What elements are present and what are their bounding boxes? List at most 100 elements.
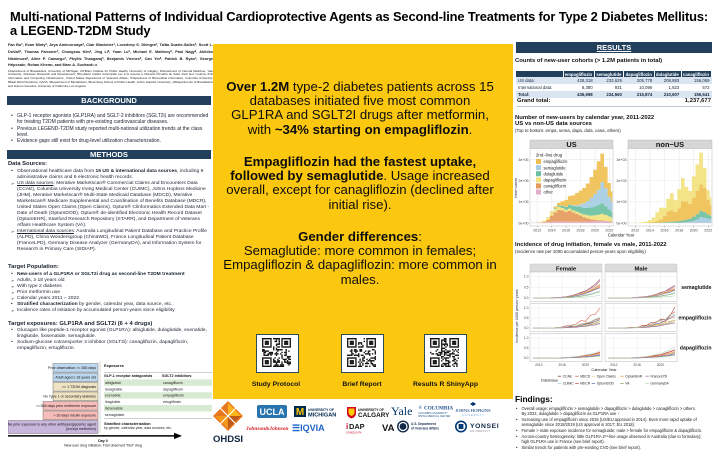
svg-text:2016: 2016 <box>661 229 669 233</box>
svg-text:2nd−line drug: 2nd−line drug <box>536 153 563 158</box>
svg-text:of Veterans Affairs: of Veterans Affairs <box>411 427 439 431</box>
svg-text:2e+03: 2e+03 <box>616 179 626 183</box>
svg-text:(except metformin): (except metformin) <box>66 427 96 431</box>
svg-text:0.0: 0.0 <box>524 326 529 330</box>
svg-text:CALGARY: CALGARY <box>358 412 390 419</box>
svg-text:2012: 2012 <box>610 363 618 367</box>
svg-text:OptumDOD: OptumDOD <box>597 382 615 386</box>
svg-text:Stratified characterization: Stratified characterization <box>104 422 151 426</box>
svg-text:1e+03: 1e+03 <box>616 200 626 204</box>
svg-text:2020: 2020 <box>657 363 665 367</box>
svg-text:Yale: Yale <box>391 404 412 418</box>
svg-text:Open Claims: Open Claims <box>597 375 616 379</box>
svg-text:U.S. Department: U.S. Department <box>411 422 437 426</box>
svg-text:lixisenatide: lixisenatide <box>105 407 123 411</box>
svg-text:M: M <box>296 407 304 418</box>
svg-text:MICHIGAN: MICHIGAN <box>308 413 336 419</box>
svg-text:Adult aged ≥ 18 years old: Adult aged ≥ 18 years old <box>55 376 96 380</box>
svg-text:UNIVERSITY OF: UNIVERSITY OF <box>358 408 384 412</box>
svg-text:No Type 1 or secondary diabete: No Type 1 or secondary diabetes <box>43 395 96 399</box>
svg-text:non−US: non−US <box>656 140 684 149</box>
svg-text:liraglutide: liraglutide <box>105 400 120 404</box>
svg-text:☰IQVIA: ☰IQVIA <box>292 423 325 433</box>
svg-text:Exposures: Exposures <box>104 363 124 368</box>
svg-text:2016: 2016 <box>558 363 566 367</box>
svg-text:2e+05: 2e+05 <box>518 179 528 183</box>
svg-text:CCAE: CCAE <box>563 375 573 379</box>
svg-text:empagliflozin: empagliflozin <box>678 316 711 322</box>
svg-text:2012: 2012 <box>631 229 639 233</box>
svg-text:US: US <box>566 140 576 149</box>
svg-text:semaglutide: semaglutide <box>544 165 567 170</box>
svg-text:FranceLPD: FranceLPD <box>651 375 668 379</box>
svg-text:dapagliflozin: dapagliflozin <box>680 346 712 352</box>
svg-text:MDCD: MDCD <box>580 375 591 379</box>
svg-text:Calendar Year: Calendar Year <box>591 367 617 372</box>
svg-text:1.0: 1.0 <box>524 336 529 340</box>
svg-text:VA: VA <box>625 382 630 386</box>
svg-text:2018: 2018 <box>577 229 585 233</box>
svg-text:by gender, calendar year, data: by gender, calendar year, data sources, … <box>104 426 172 430</box>
svg-text:3e+03: 3e+03 <box>616 158 626 162</box>
svg-text:0.0: 0.0 <box>524 356 529 360</box>
svg-text:Day 0: Day 0 <box>98 439 108 443</box>
svg-text:0e+00: 0e+00 <box>518 221 528 225</box>
svg-text:2022: 2022 <box>605 229 613 233</box>
svg-text:empagliflozin: empagliflozin <box>544 159 569 164</box>
svg-text:IRVING MEDICAL CENTER: IRVING MEDICAL CENTER <box>418 414 451 418</box>
svg-text:Database: Database <box>541 378 559 383</box>
svg-text:2012: 2012 <box>535 363 543 367</box>
svg-text:dulaglutide: dulaglutide <box>105 387 122 391</box>
svg-text:VA: VA <box>382 423 395 434</box>
svg-text:empagliflozin: empagliflozin <box>163 394 184 398</box>
svg-text:exenatide: exenatide <box>105 394 121 398</box>
svg-text:> 30 days insulin exposure: > 30 days insulin exposure <box>53 414 96 418</box>
svg-text:dulaglutide: dulaglutide <box>544 171 565 176</box>
svg-text:>=365 days prior metformin exp: >=365 days prior metformin exposure <box>36 404 96 408</box>
svg-text:GermanyDA: GermanyDA <box>651 382 670 386</box>
svg-text:2022: 2022 <box>704 229 712 233</box>
svg-text:1.0: 1.0 <box>524 306 529 310</box>
svg-text:Johnson&Johnson: Johnson&Johnson <box>245 426 289 432</box>
svg-text:UNIVERSITY: UNIVERSITY <box>470 429 491 433</box>
svg-text:semaglutide: semaglutide <box>105 413 124 417</box>
svg-text:0e+00: 0e+00 <box>616 221 626 225</box>
svg-text:2018: 2018 <box>675 229 683 233</box>
svg-text:canagliflozin: canagliflozin <box>163 381 183 385</box>
svg-text:1.0: 1.0 <box>524 275 529 279</box>
svg-text:♕: ♕ <box>418 405 422 411</box>
svg-text:COLUMBIA: COLUMBIA <box>424 406 453 412</box>
svg-text:JOHNS HOPKINS: JOHNS HOPKINS <box>455 408 491 413</box>
svg-text:COLUMBIA UNIVERSITY: COLUMBIA UNIVERSITY <box>418 411 448 415</box>
svg-text:2020: 2020 <box>582 363 590 367</box>
svg-text:GLP-1 receptor antagonists: GLP-1 receptor antagonists <box>104 374 152 378</box>
svg-text:i: i <box>346 422 348 431</box>
svg-text:1e+05: 1e+05 <box>518 200 528 204</box>
svg-text:3e+05: 3e+05 <box>518 158 528 162</box>
svg-text:semaglutide: semaglutide <box>681 285 711 291</box>
svg-text:2014: 2014 <box>548 229 556 233</box>
svg-text:0.5: 0.5 <box>524 316 529 320</box>
svg-text:>= 1 T2DM diagnosis: >= 1 T2DM diagnosis <box>62 385 96 389</box>
svg-text:SGLT2 inhibitors: SGLT2 inhibitors <box>162 374 191 378</box>
svg-text:No prior exposure to any other: No prior exposure to any other antihyper… <box>8 423 96 427</box>
svg-text:2016: 2016 <box>562 229 570 233</box>
svg-text:CUIMC: CUIMC <box>563 382 574 386</box>
svg-text:DAP: DAP <box>349 422 365 431</box>
svg-text:0.5: 0.5 <box>524 285 529 289</box>
svg-text:New-user drug initiation: Firs: New-user drug initiation: First observed… <box>64 443 142 447</box>
svg-text:Male: Male <box>634 267 648 273</box>
svg-text:albiglutide: albiglutide <box>105 381 121 385</box>
svg-text:dapagliflozin: dapagliflozin <box>163 387 183 391</box>
svg-text:OptumEHR: OptumEHR <box>625 375 642 379</box>
svg-text:UNIVERSITY OF: UNIVERSITY OF <box>308 408 334 412</box>
svg-text:UCLA: UCLA <box>260 407 285 417</box>
svg-text:2020: 2020 <box>690 229 698 233</box>
svg-text:Incidence per 1000 person−year: Incidence per 1000 person−years <box>515 289 519 343</box>
svg-text:canagliflozin: canagliflozin <box>544 184 567 189</box>
svg-text:JOINED DATA: JOINED DATA <box>346 432 362 435</box>
svg-text:dapagliflozin: dapagliflozin <box>544 178 567 183</box>
svg-text:OHDSI: OHDSI <box>213 434 243 445</box>
svg-text:U N I V E R S I T Y: U N I V E R S I T Y <box>462 413 484 417</box>
svg-text:Female: Female <box>556 267 577 273</box>
